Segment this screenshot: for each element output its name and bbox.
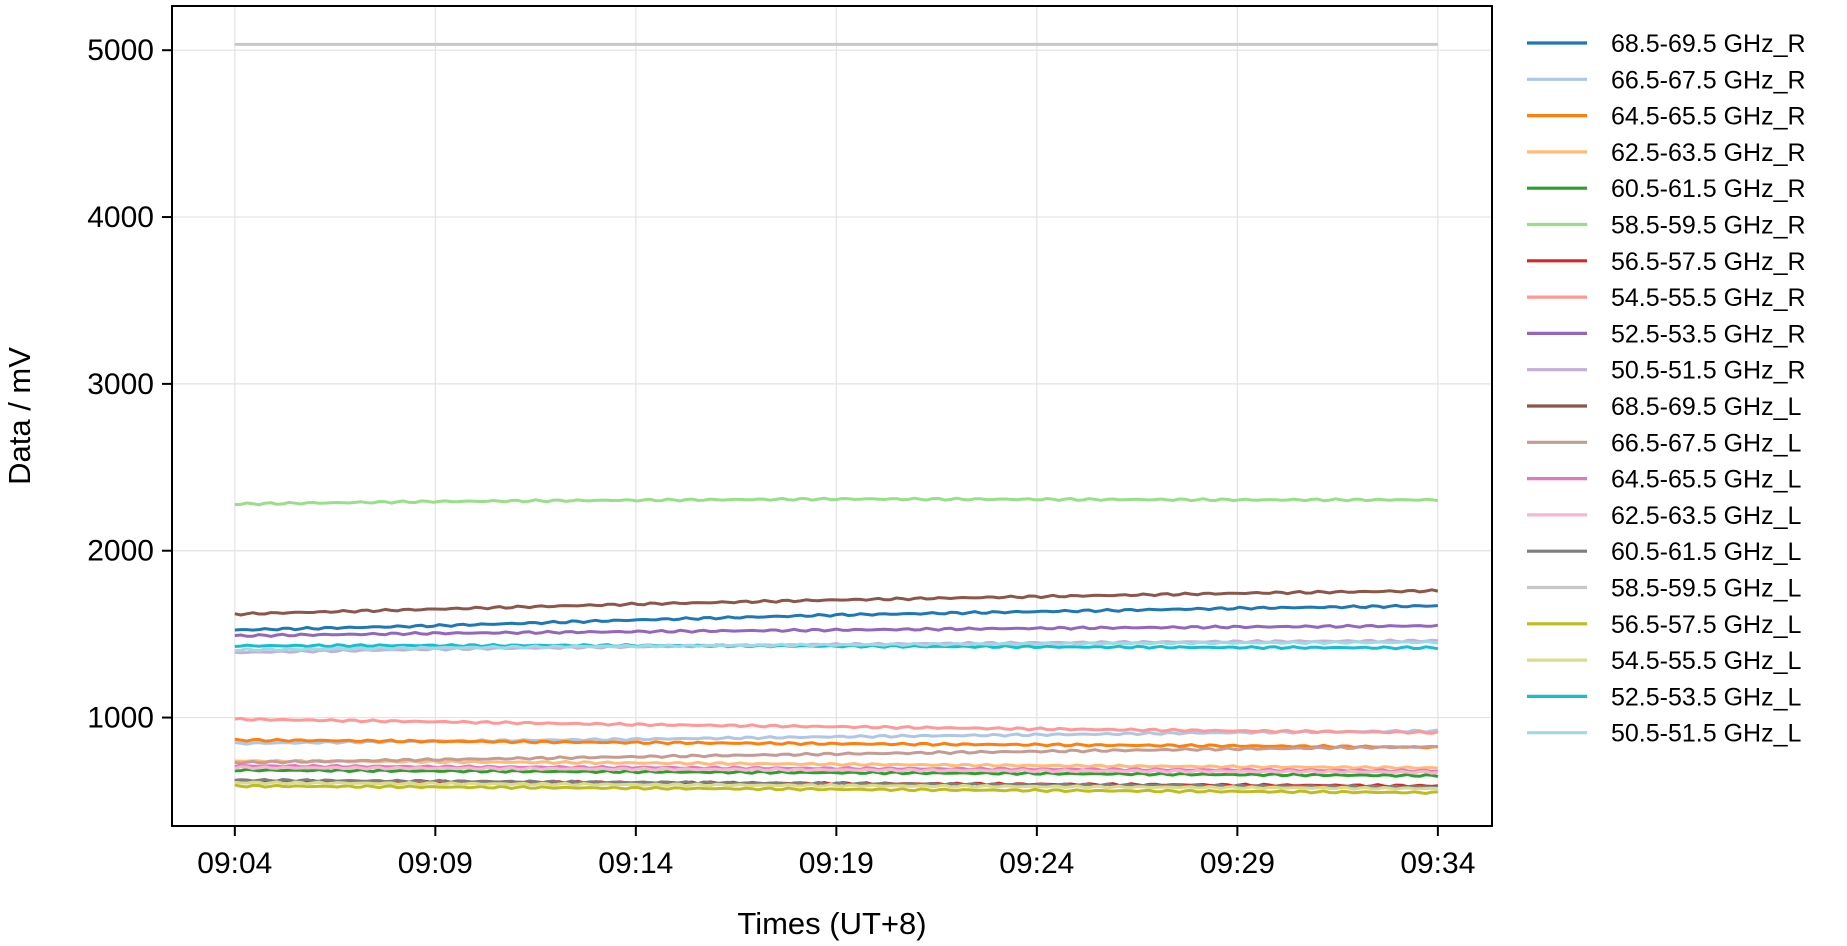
legend-label: 50.5-51.5 GHz_R [1611, 357, 1806, 385]
legend-label: 54.5-55.5 GHz_R [1611, 284, 1806, 312]
x-tick-label: 09:29 [1200, 847, 1275, 880]
legend-label: 60.5-61.5 GHz_L [1611, 538, 1801, 566]
x-tick-label: 09:14 [598, 847, 673, 880]
x-axis: 09:04 09:09 09:14 09:19 09:24 09:29 09:34 [197, 826, 1475, 880]
y-tick-label: 5000 [87, 34, 154, 67]
y-tick-label: 2000 [87, 535, 154, 568]
legend-label: 68.5-69.5 GHz_R [1611, 30, 1806, 58]
legend-label: 58.5-59.5 GHz_L [1611, 575, 1801, 603]
series-line [234, 496, 1439, 507]
legend-label: 56.5-57.5 GHz_R [1611, 248, 1806, 276]
series-line [234, 639, 1439, 653]
legend-label: 68.5-69.5 GHz_L [1611, 393, 1801, 421]
legend-label: 66.5-67.5 GHz_L [1611, 429, 1801, 457]
legend-label: 54.5-55.5 GHz_L [1611, 647, 1801, 675]
series-line [234, 765, 1439, 775]
y-axis: 1000 2000 3000 4000 5000 [87, 34, 172, 735]
y-tick-label: 3000 [87, 368, 154, 401]
plot-area-frame [171, 5, 1493, 827]
series-line [234, 737, 1439, 750]
legend-label: 62.5-63.5 GHz_L [1611, 502, 1801, 530]
series-line [234, 716, 1439, 735]
x-tick-label: 09:24 [999, 847, 1074, 880]
y-tick-label: 4000 [87, 201, 154, 234]
series-line [234, 623, 1439, 638]
x-tick-label: 09:34 [1400, 847, 1475, 880]
series-lines [234, 42, 1439, 795]
x-axis-label: Times (UT+8) [737, 906, 926, 941]
x-tick-label: 09:09 [398, 847, 473, 880]
legend-label: 64.5-65.5 GHz_L [1611, 466, 1801, 494]
legend-label: 66.5-67.5 GHz_R [1611, 66, 1806, 94]
series-line [234, 783, 1438, 795]
legend-label: 52.5-53.5 GHz_L [1611, 683, 1801, 711]
legend-label: 50.5-51.5 GHz_L [1611, 720, 1801, 748]
legend-label: 56.5-57.5 GHz_L [1611, 611, 1801, 639]
x-tick-label: 09:19 [799, 847, 874, 880]
series-line [234, 780, 1438, 791]
legend-label: 64.5-65.5 GHz_R [1611, 103, 1806, 131]
y-tick-label: 1000 [87, 702, 154, 735]
legend-label: 60.5-61.5 GHz_R [1611, 175, 1806, 203]
legend-label: 52.5-53.5 GHz_R [1611, 320, 1806, 348]
series-line [234, 603, 1438, 632]
series-line [234, 588, 1439, 617]
series-line [234, 767, 1439, 779]
legend-label: 62.5-63.5 GHz_R [1611, 139, 1806, 167]
x-tick-label: 09:04 [197, 847, 272, 880]
series-line [234, 744, 1439, 765]
gridlines [172, 6, 1492, 826]
legend-label: 58.5-59.5 GHz_R [1611, 212, 1806, 240]
series-line [234, 777, 1438, 790]
y-axis-label: Data / mV [2, 347, 37, 485]
legend: 68.5-69.5 GHz_R 66.5-67.5 GHz_R 64.5-65.5 … [1527, 30, 1806, 748]
